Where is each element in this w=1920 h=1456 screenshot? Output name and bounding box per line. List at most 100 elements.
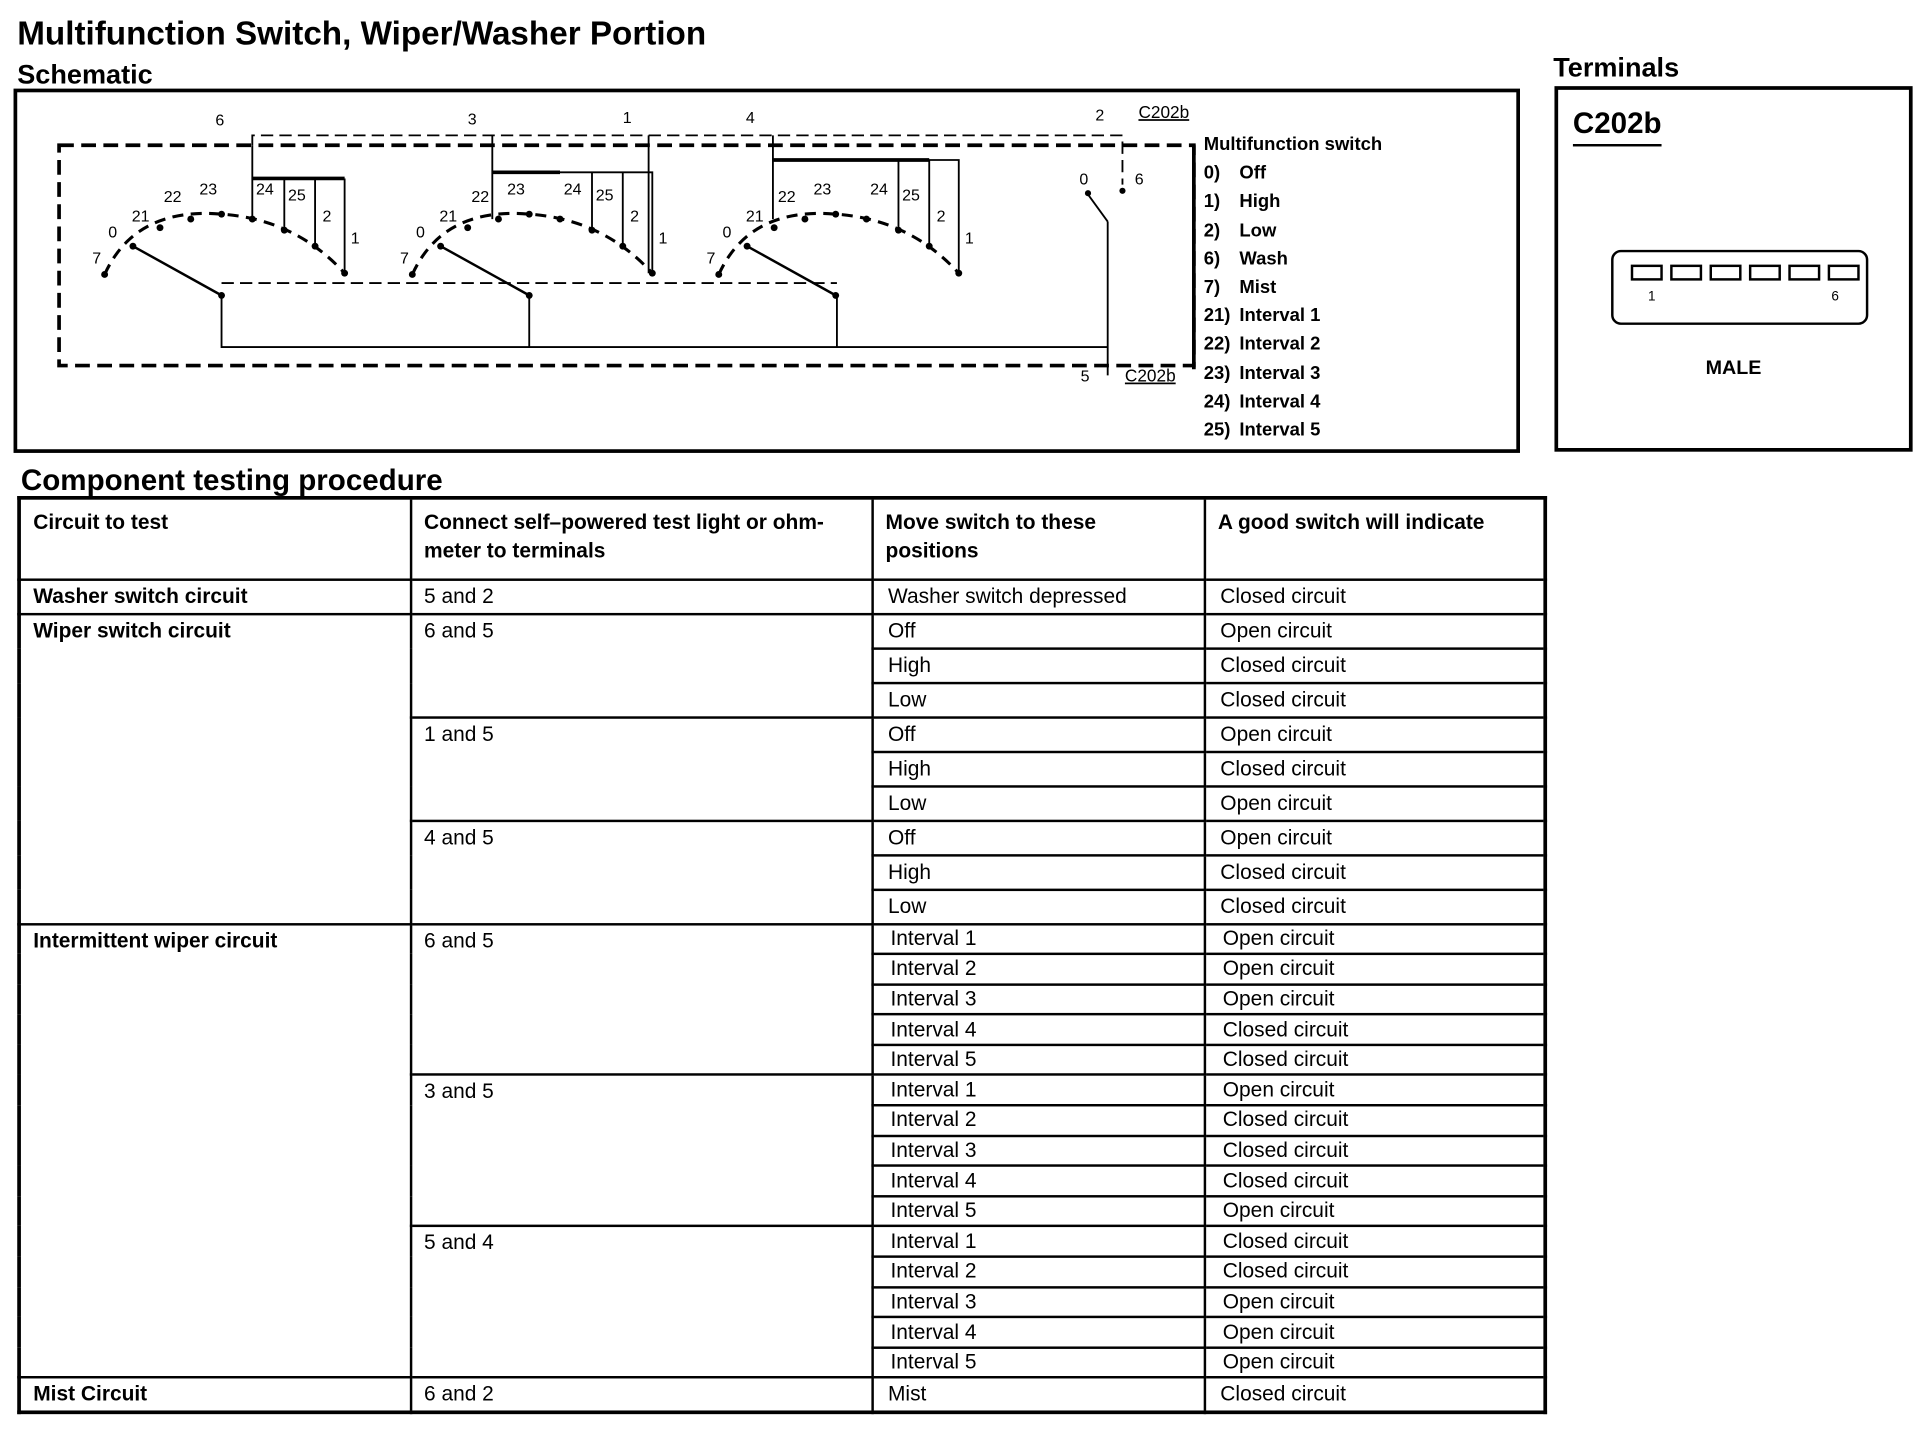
connector-label-top: C202b: [1138, 102, 1189, 122]
switch-position-label: 21: [132, 209, 150, 226]
wash-label-6: 6: [1135, 172, 1144, 189]
pin-label-5: 5: [1081, 369, 1090, 386]
switch-position-label: 21: [439, 209, 457, 226]
pin-label-6: 6: [215, 113, 224, 130]
position-cell: Interval 3: [870, 983, 1206, 1016]
position-cell: Interval 5: [870, 1194, 1206, 1228]
legend-code: 25): [1203, 419, 1231, 441]
switch-legend: Multifunction switch 0) Off 1) High 2) Low 6) W…: [1204, 134, 1382, 440]
result-cell: Closed circuit: [1203, 1164, 1547, 1198]
result-cell: Open circuit: [1203, 819, 1547, 857]
position-cell: Interval 1: [870, 922, 1206, 956]
legend-item: 23) Interval 3: [1204, 362, 1382, 391]
position-cell: Low: [870, 681, 1206, 719]
switch-position-label: 22: [164, 189, 182, 206]
legend-item: 1) High: [1204, 191, 1382, 220]
switch-position-label: 0: [416, 225, 425, 242]
result-cell: Open circuit: [1203, 1346, 1547, 1379]
result-cell: Closed circuit: [1203, 646, 1547, 684]
terminals-heading: Terminals: [1553, 51, 1680, 83]
connector-label-bottom: C202b: [1125, 366, 1176, 386]
switch-position-label: 1: [965, 231, 974, 248]
contact-point: [770, 224, 778, 232]
contact-point: [341, 269, 349, 277]
switch-position-label: 25: [596, 188, 614, 205]
switch-position-label: 23: [814, 181, 832, 198]
table-row: Interval 3 Open circuit: [19, 983, 1547, 1016]
result-cell: Closed circuit: [1203, 681, 1547, 719]
switch-position-label: 0: [108, 225, 117, 242]
legend-item: 21) Interval 1: [1204, 305, 1382, 334]
result-cell: Open circuit: [1203, 784, 1547, 822]
switch-boundary: [57, 143, 1196, 368]
pin-cavity: [1630, 264, 1663, 281]
switch-position-label: 25: [902, 188, 920, 205]
position-cell: Interval 5: [870, 1043, 1206, 1077]
table-row: Low Closed circuit: [19, 681, 1547, 719]
pin-cavity: [1670, 264, 1703, 281]
position-cell: Off: [870, 612, 1206, 650]
table-row: 4 and 5 Off Open circuit: [19, 819, 1547, 925]
procedure-heading: Component testing procedure: [20, 464, 443, 498]
contact-point: [495, 215, 502, 223]
result-cell: Closed circuit: [1203, 1043, 1547, 1077]
connector-cavities: [1630, 264, 1860, 281]
table-row: Interval 2 Closed circuit: [19, 1255, 1547, 1289]
contact-point: [187, 215, 195, 223]
legend-meaning: High: [1239, 191, 1281, 213]
contact-point: [129, 242, 137, 250]
contact-point: [218, 291, 225, 299]
legend-item: 2) Low: [1204, 220, 1382, 249]
wash-contact-0: [1084, 190, 1092, 197]
table-row: 5 and 4 Interval 1 Closed circuit: [19, 1225, 1547, 1379]
result-cell: Open circuit: [1203, 1073, 1547, 1107]
switch-position-label: 24: [870, 181, 888, 198]
table-row: High Closed circuit: [19, 646, 1547, 684]
position-cell: Off: [870, 819, 1206, 857]
schematic-heading: Schematic: [17, 59, 153, 90]
result-cell: Closed circuit: [1203, 1376, 1547, 1415]
column-header-result: A good switch will indicate: [1203, 496, 1547, 581]
result-cell: Closed circuit: [1203, 1225, 1547, 1258]
contact-point: [218, 210, 225, 218]
connector-face: 1 6: [1611, 249, 1869, 325]
position-cell: Interval 4: [870, 1164, 1206, 1198]
switch-position-label: 1: [351, 231, 360, 248]
position-cell: High: [870, 646, 1206, 684]
rotary-contact-arc: [103, 211, 346, 276]
legend-meaning: Off: [1239, 162, 1267, 184]
table-row: Mist Circuit 6 and 2 Mist Closed circuit: [17, 1376, 1547, 1415]
circuit-cell: Mist Circuit: [17, 1376, 412, 1415]
terminals-cell: 1 and 5: [409, 715, 874, 822]
position-cell: Washer switch depressed: [870, 577, 1206, 615]
result-cell: Closed circuit: [1203, 1013, 1547, 1046]
legend-meaning: Low: [1239, 219, 1277, 241]
position-cell: Interval 3: [870, 1134, 1206, 1168]
position-cell: Interval 2: [870, 1255, 1206, 1289]
result-cell: Open circuit: [1203, 922, 1547, 956]
legend-meaning: Wash: [1239, 248, 1288, 270]
legend-code: 7): [1203, 276, 1221, 298]
wiper-blade: [746, 245, 837, 297]
switch-position-label: 1: [658, 231, 667, 248]
legend-meaning: Interval 5: [1239, 419, 1321, 441]
legend-item: 25) Interval 5: [1204, 420, 1382, 449]
table-row: High Closed circuit: [19, 750, 1547, 788]
table-row: Intermittent wiper circuit 6 and 5 Interva…: [17, 922, 1547, 1379]
position-cell: Interval 4: [870, 1013, 1206, 1046]
wash-link-dashed: [251, 134, 1124, 185]
circuit-cell: Wiper switch circuit: [17, 612, 412, 925]
legend-code: 23): [1203, 362, 1231, 384]
page-title: Multifunction Switch, Wiper/Washer Porti…: [17, 14, 707, 52]
contact-wire: [492, 171, 654, 274]
legend-item: 6) Wash: [1204, 248, 1382, 277]
position-cell: High: [870, 750, 1206, 788]
table-row: 3 and 5 Interval 1 Open circuit: [19, 1073, 1547, 1228]
result-cell: Closed circuit: [1203, 888, 1547, 925]
rotary-contact-arc: [410, 211, 654, 276]
position-cell: Low: [870, 784, 1206, 822]
switch-position-label: 7: [92, 250, 101, 267]
legend-meaning: Interval 4: [1239, 391, 1321, 412]
table-row: Wiper switch circuit 6 and 5 Off Open circu…: [17, 612, 1547, 925]
contact-point: [863, 215, 870, 223]
